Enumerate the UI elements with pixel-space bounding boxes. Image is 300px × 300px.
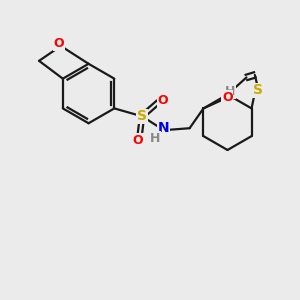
Text: S: S <box>253 83 263 98</box>
Text: O: O <box>53 38 64 50</box>
Text: S: S <box>137 109 147 123</box>
Text: N: N <box>158 121 170 135</box>
Text: H: H <box>150 132 160 145</box>
Text: H: H <box>225 85 236 98</box>
Text: O: O <box>158 94 168 107</box>
Text: O: O <box>222 91 232 104</box>
Text: O: O <box>133 134 143 147</box>
